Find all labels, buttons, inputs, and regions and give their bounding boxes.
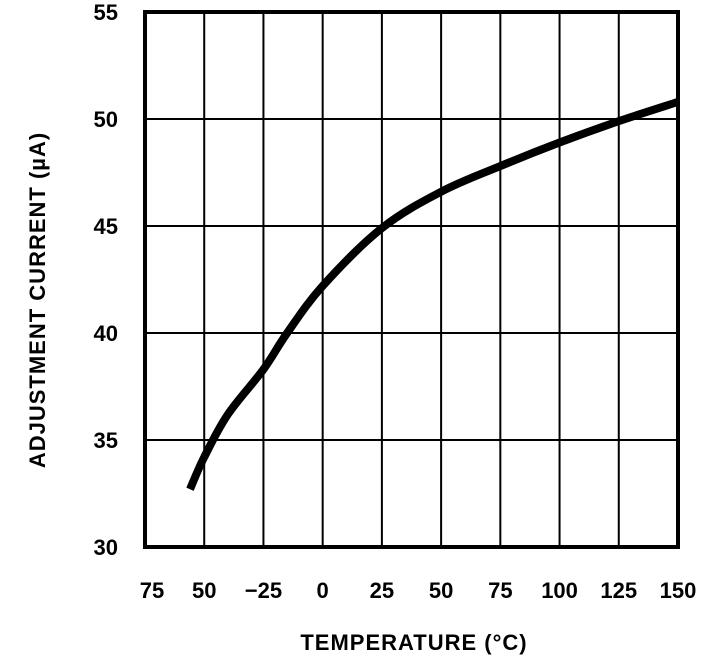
adjustment-current-curve	[186, 98, 680, 491]
x-tick-label: 25	[370, 578, 394, 603]
plot-frame	[143, 10, 680, 549]
y-tick-label: 30	[94, 535, 118, 560]
grid-lines	[144, 11, 679, 548]
x-tick-label: 75	[140, 578, 164, 603]
x-axis-tick-labels: 75 50 −25 0 25 50 75 100 125 150	[140, 578, 697, 603]
y-tick-label: 55	[94, 0, 118, 25]
x-tick-label: −25	[245, 578, 282, 603]
x-tick-label: 75	[488, 578, 512, 603]
y-axis-title: ADJUSTMENT CURRENT (µA)	[25, 132, 50, 468]
x-tick-label: 50	[429, 578, 453, 603]
x-tick-label: 125	[600, 578, 637, 603]
y-tick-label: 45	[94, 214, 118, 239]
x-tick-label: 150	[660, 578, 697, 603]
x-tick-label: 0	[317, 578, 329, 603]
x-axis-title: TEMPERATURE (°C)	[300, 630, 527, 655]
y-tick-label: 40	[94, 321, 118, 346]
x-tick-label: 50	[192, 578, 216, 603]
y-tick-label: 50	[94, 107, 118, 132]
x-tick-label: 100	[541, 578, 578, 603]
y-tick-label: 35	[94, 428, 118, 453]
y-axis-tick-labels: 30 35 40 45 50 55	[94, 0, 118, 560]
